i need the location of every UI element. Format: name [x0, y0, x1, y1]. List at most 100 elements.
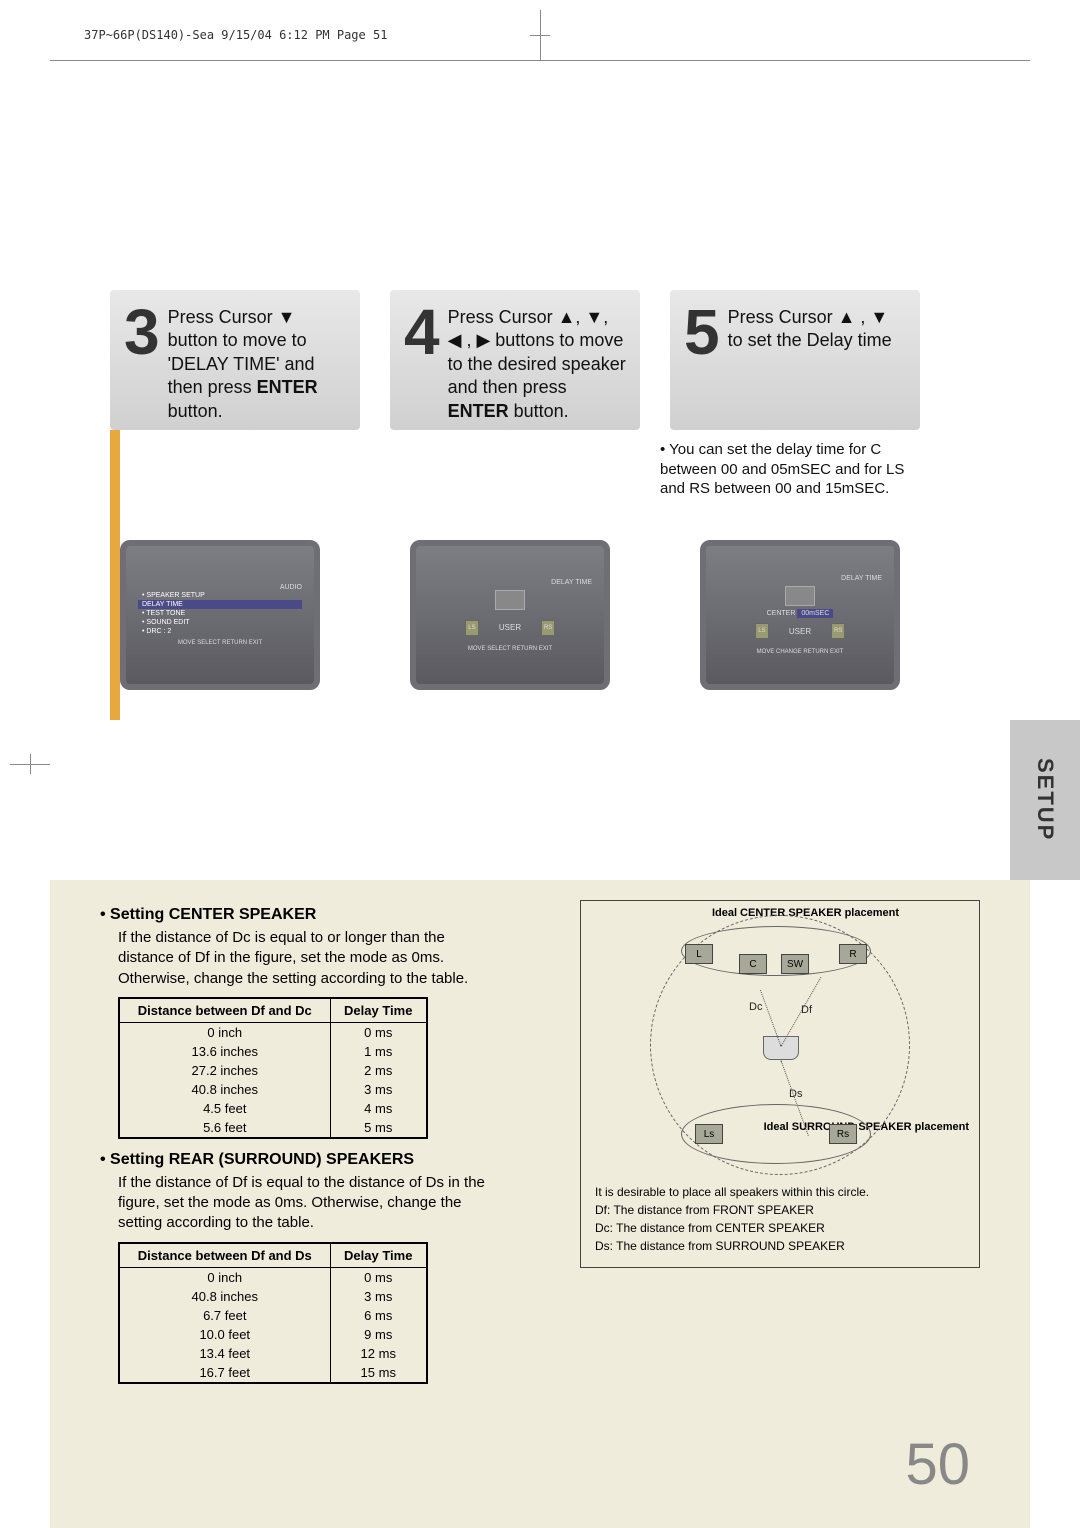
note-text: You can set the delay time for C between…	[660, 441, 904, 497]
table-cell: 13.4 feet	[119, 1344, 330, 1363]
steps-row: 3 Press Cursor ▼ button to move to 'DELA…	[110, 290, 920, 430]
center-table: Distance between Df and Dc Delay Time 0 …	[118, 997, 428, 1139]
tv1-item: • TEST TONE	[138, 609, 302, 618]
rear-body: If the distance of Df is equal to the di…	[118, 1173, 488, 1234]
table-row: 16.7 feet15 ms	[119, 1363, 427, 1383]
tv2-hdr: DELAY TIME	[551, 579, 592, 586]
step-5-card: 5 Press Cursor ▲ , ▼ to set the Delay ti…	[670, 290, 920, 430]
tv2-spk-row: LS USER RS	[465, 620, 555, 636]
table-cell: 0 inch	[119, 1022, 330, 1042]
tv1-item: • SOUND EDIT	[138, 618, 302, 627]
th-delay: Delay Time	[330, 998, 427, 1023]
table-cell: 3 ms	[330, 1080, 427, 1099]
speaker-C: C	[739, 954, 767, 974]
table-row: 40.8 inches3 ms	[119, 1287, 427, 1306]
table-row: 13.4 feet12 ms	[119, 1344, 427, 1363]
step-3-card: 3 Press Cursor ▼ button to move to 'DELA…	[110, 290, 360, 430]
table-row: 4.5 feet4 ms	[119, 1099, 427, 1118]
setup-side-tab: SETUP	[1010, 720, 1080, 880]
table-cell: 0 ms	[330, 1022, 427, 1042]
page-number: 50	[905, 1431, 970, 1498]
legend-ds: Ds: The distance from SURROUND SPEAKER	[595, 1239, 965, 1253]
crop-left-v	[30, 754, 31, 774]
label-dc: Dc	[749, 1001, 762, 1013]
table-row: 0 inch0 ms	[119, 1267, 427, 1287]
table-cell: 10.0 feet	[119, 1325, 330, 1344]
table-cell: 0 inch	[119, 1267, 330, 1287]
rs-icon: RS	[541, 620, 555, 636]
rs-icon: RS	[831, 623, 845, 639]
table-cell: 6 ms	[330, 1306, 427, 1325]
tv1-footer: MOVE SELECT RETURN EXIT	[178, 640, 262, 646]
table-cell: 5 ms	[330, 1118, 427, 1138]
step-num: 4	[404, 300, 440, 420]
table-row: 27.2 inches2 ms	[119, 1061, 427, 1080]
tv2-footer: MOVE SELECT RETURN EXIT	[468, 646, 552, 652]
table-cell: 6.7 feet	[119, 1306, 330, 1325]
table-cell: 40.8 inches	[119, 1287, 330, 1306]
user-label: USER	[789, 627, 811, 636]
tv1-item-hl: DELAY TIME	[138, 600, 302, 609]
speaker-Ls: Ls	[695, 1124, 723, 1144]
table-cell: 2 ms	[330, 1061, 427, 1080]
table-cell: 13.6 inches	[119, 1042, 330, 1061]
side-tab-label: SETUP	[1032, 758, 1058, 841]
label-df: Df	[801, 1004, 812, 1016]
user-label: USER	[499, 623, 521, 632]
delay-note: • You can set the delay time for C betwe…	[660, 440, 910, 499]
table-cell: 12 ms	[330, 1344, 427, 1363]
speaker-Rs: Rs	[829, 1124, 857, 1144]
tv3-hdr: DELAY TIME	[841, 575, 882, 582]
tv1-hdr: AUDIO	[280, 584, 302, 591]
table-cell: 9 ms	[330, 1325, 427, 1344]
circle-note: It is desirable to place all speakers wi…	[595, 1185, 965, 1199]
table-cell: 3 ms	[330, 1287, 427, 1306]
speaker-circle: L C SW R Ls Rs Dc Df Ds	[650, 915, 910, 1175]
table-cell: 1 ms	[330, 1042, 427, 1061]
th-dist: Distance between Df and Ds	[119, 1243, 330, 1268]
placement-diagram: Ideal CENTER SPEAKER placement Ideal SUR…	[580, 900, 980, 1268]
legend-df: Df: The distance from FRONT SPEAKER	[595, 1203, 965, 1217]
th-dist: Distance between Df and Dc	[119, 998, 330, 1023]
tv-screen-2: DELAY TIME LS USER RS MOVE SELECT RETURN…	[410, 540, 610, 690]
crop-top-h	[530, 35, 550, 36]
tv-screen-1: AUDIO • SPEAKER SETUP DELAY TIME • TEST …	[120, 540, 320, 690]
center-body: If the distance of Dc is equal to or lon…	[118, 928, 488, 989]
step-text: Press Cursor ▲ , ▼ to set the Delay time	[728, 300, 906, 420]
table-row: 6.7 feet6 ms	[119, 1306, 427, 1325]
speaker-SW: SW	[781, 954, 809, 974]
table-cell: 16.7 feet	[119, 1363, 330, 1383]
table-row: 40.8 inches3 ms	[119, 1080, 427, 1099]
center-speaker-icon	[495, 590, 525, 610]
tv-row: AUDIO • SPEAKER SETUP DELAY TIME • TEST …	[120, 540, 900, 690]
listener-icon	[763, 1036, 799, 1060]
step-num: 5	[684, 300, 720, 420]
table-cell: 5.6 feet	[119, 1118, 330, 1138]
speaker-L: L	[685, 944, 713, 964]
tv1-item: • DRC : 2	[138, 627, 302, 636]
ls-icon: LS	[755, 623, 769, 639]
table-row: 13.6 inches1 ms	[119, 1042, 427, 1061]
tv-screen-3: DELAY TIME CENTER 00mSEC LS USER RS MOVE…	[700, 540, 900, 690]
bottom-area: Setting CENTER SPEAKER If the distance o…	[50, 880, 1030, 1528]
step-text: Press Cursor ▲, ▼, ◀ , ▶ buttons to move…	[448, 300, 626, 420]
legend-dc: Dc: The distance from CENTER SPEAKER	[595, 1221, 965, 1235]
table-row: 0 inch0 ms	[119, 1022, 427, 1042]
step-text: Press Cursor ▼ button to move to 'DELAY …	[168, 300, 346, 420]
page-header: 37P~66P(DS140)-Sea 9/15/04 6:12 PM Page …	[84, 28, 387, 42]
tv3-footer: MOVE CHANGE RETURN EXIT	[757, 649, 844, 655]
speaker-R: R	[839, 944, 867, 964]
tv1-item: • SPEAKER SETUP	[138, 591, 302, 600]
tv3-spk-row: LS USER RS	[755, 623, 845, 639]
th-delay: Delay Time	[330, 1243, 427, 1268]
tv3-center-row: CENTER 00mSEC	[767, 610, 834, 617]
rear-table: Distance between Df and Ds Delay Time 0 …	[118, 1242, 428, 1384]
step-num: 3	[124, 300, 160, 420]
top-rule	[50, 60, 1030, 61]
label-ds: Ds	[789, 1088, 802, 1100]
step-4-card: 4 Press Cursor ▲, ▼, ◀ , ▶ buttons to mo…	[390, 290, 640, 430]
table-row: 5.6 feet5 ms	[119, 1118, 427, 1138]
table-cell: 27.2 inches	[119, 1061, 330, 1080]
table-cell: 15 ms	[330, 1363, 427, 1383]
table-cell: 0 ms	[330, 1267, 427, 1287]
